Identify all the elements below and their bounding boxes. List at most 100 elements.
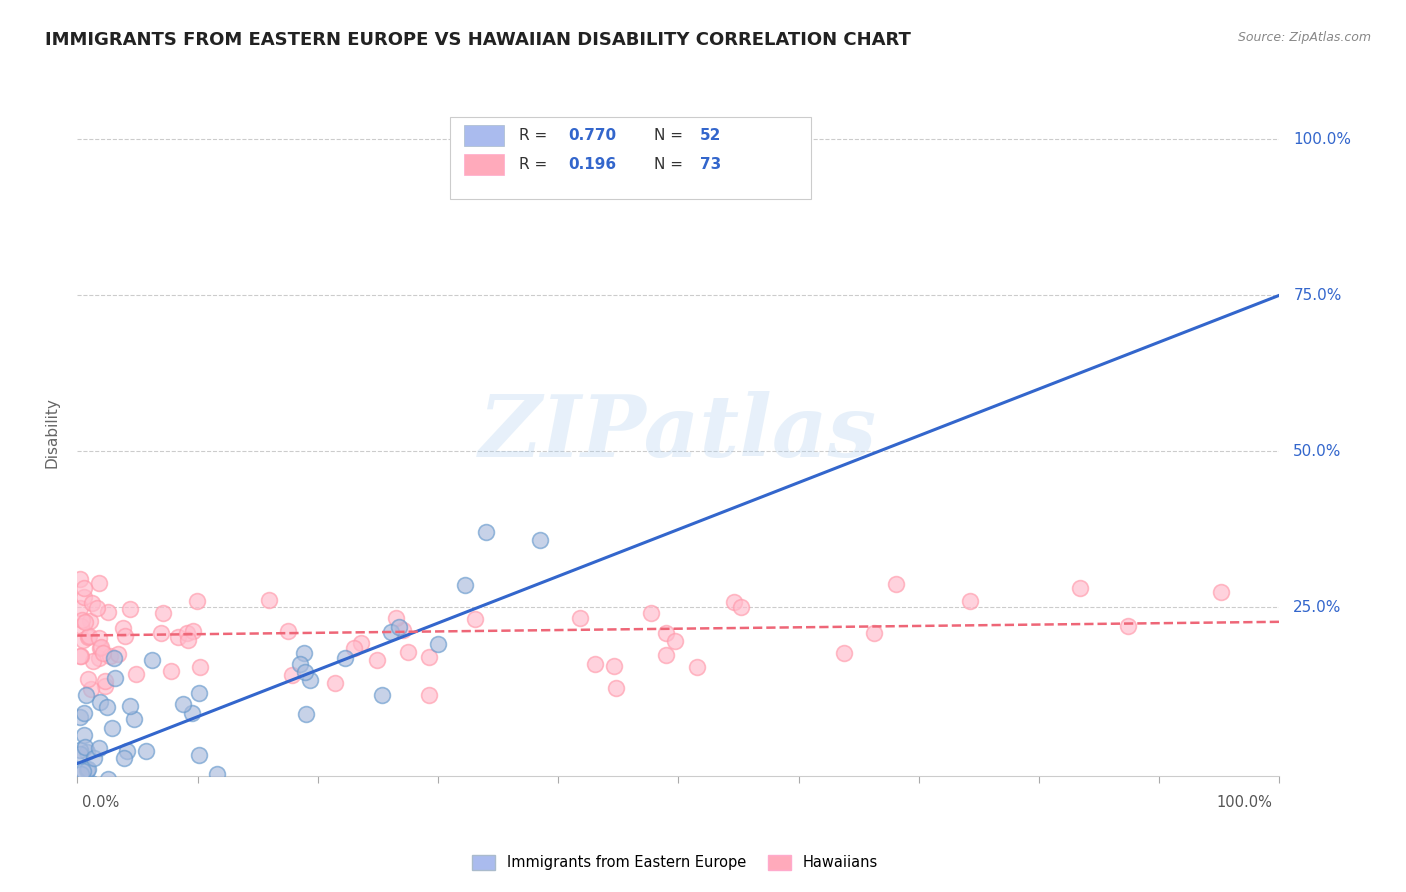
Point xyxy=(93,674,115,689)
Point xyxy=(160,664,183,678)
Point xyxy=(70,613,93,627)
Point xyxy=(388,620,411,634)
Point xyxy=(73,728,96,742)
Point xyxy=(69,619,91,633)
Text: 73: 73 xyxy=(700,157,721,172)
Point xyxy=(294,707,316,722)
Point xyxy=(72,581,94,595)
Point xyxy=(523,132,546,146)
Point xyxy=(166,630,188,644)
Point xyxy=(427,637,450,651)
Point xyxy=(392,623,415,637)
Text: R =: R = xyxy=(519,128,551,143)
Point xyxy=(82,654,104,668)
Point xyxy=(75,615,97,629)
Point xyxy=(75,689,97,703)
Point xyxy=(80,776,103,790)
Point xyxy=(86,601,108,615)
Text: 75.0%: 75.0% xyxy=(1294,288,1341,302)
Point xyxy=(1211,584,1233,599)
Text: 100.0%: 100.0% xyxy=(1216,796,1272,810)
Point xyxy=(77,630,100,644)
Point xyxy=(141,653,163,667)
Text: 0.0%: 0.0% xyxy=(82,796,118,810)
Point xyxy=(69,710,91,724)
FancyBboxPatch shape xyxy=(450,117,811,199)
Point xyxy=(730,600,752,615)
Point xyxy=(91,646,114,660)
Point xyxy=(150,626,173,640)
Point xyxy=(655,648,678,662)
Point xyxy=(120,602,142,616)
Point xyxy=(640,606,662,620)
Point xyxy=(664,634,686,648)
Point xyxy=(187,748,209,763)
Point xyxy=(69,648,91,663)
Point xyxy=(76,763,98,777)
Point xyxy=(186,593,208,607)
Point xyxy=(603,659,626,673)
Point xyxy=(529,533,551,547)
Point xyxy=(366,653,388,667)
Point xyxy=(862,626,884,640)
Point xyxy=(87,632,110,646)
Point xyxy=(380,624,402,639)
Point xyxy=(89,640,111,655)
Point xyxy=(90,640,112,655)
Point xyxy=(1069,581,1091,595)
Point xyxy=(89,695,111,709)
Point xyxy=(257,593,280,607)
Point xyxy=(107,648,129,662)
Point xyxy=(100,721,122,735)
Point xyxy=(333,650,356,665)
Text: N =: N = xyxy=(654,157,688,172)
Point xyxy=(396,644,419,658)
Point xyxy=(72,788,94,802)
Y-axis label: Disability: Disability xyxy=(44,397,59,468)
Point xyxy=(1116,618,1139,632)
Point xyxy=(118,698,141,713)
Point xyxy=(72,633,94,648)
Point xyxy=(115,744,138,758)
Point xyxy=(82,596,104,610)
Point xyxy=(72,785,94,799)
Point xyxy=(77,629,100,643)
Point xyxy=(371,688,394,702)
Point xyxy=(280,668,302,682)
Text: N =: N = xyxy=(654,128,688,143)
Point xyxy=(94,679,117,693)
Point xyxy=(298,673,321,687)
Point xyxy=(97,606,120,620)
Point xyxy=(70,648,93,663)
Point xyxy=(77,672,100,686)
Point xyxy=(454,578,477,592)
Text: 0.196: 0.196 xyxy=(568,157,616,172)
Text: R =: R = xyxy=(519,157,551,172)
Point xyxy=(152,607,174,621)
Point xyxy=(685,659,707,673)
Point xyxy=(97,772,120,786)
Point xyxy=(290,657,312,671)
Text: 50.0%: 50.0% xyxy=(1294,444,1341,458)
Point xyxy=(87,740,110,755)
Point xyxy=(104,671,127,685)
Point xyxy=(73,740,96,755)
Point xyxy=(77,762,100,776)
Text: IMMIGRANTS FROM EASTERN EUROPE VS HAWAIIAN DISABILITY CORRELATION CHART: IMMIGRANTS FROM EASTERN EUROPE VS HAWAII… xyxy=(45,31,911,49)
Point xyxy=(76,745,98,759)
Point xyxy=(277,624,299,638)
Point xyxy=(80,681,103,696)
Point xyxy=(181,706,204,720)
Point xyxy=(292,646,315,660)
Point xyxy=(884,576,907,591)
Point xyxy=(87,651,110,665)
Point xyxy=(343,641,366,656)
Text: 0.770: 0.770 xyxy=(568,128,616,143)
Point xyxy=(464,612,486,626)
Point xyxy=(69,600,91,615)
Point xyxy=(176,633,198,648)
Point xyxy=(98,648,121,663)
Point xyxy=(135,744,157,758)
Text: 52: 52 xyxy=(700,128,721,143)
Text: 25.0%: 25.0% xyxy=(1294,600,1341,615)
